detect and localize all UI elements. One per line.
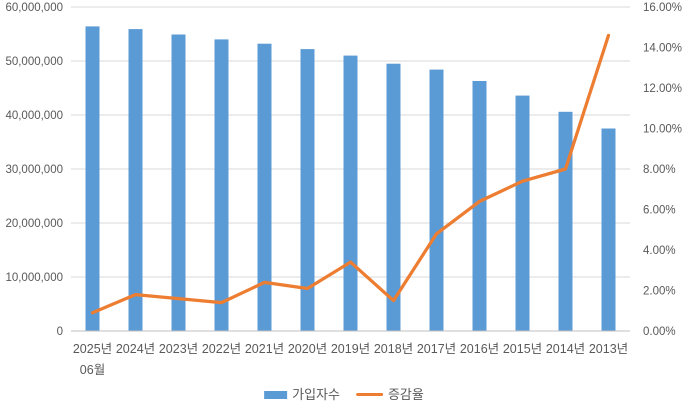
legend-bar-swatch	[264, 390, 288, 399]
x-axis-label: 2015년	[503, 342, 542, 356]
y-axis-left-label: 30,000,000	[5, 164, 63, 176]
legend-item-subscribers: 가입자수	[264, 388, 340, 401]
y-axis-left-label: 40,000,000	[5, 110, 63, 122]
y-axis-left-label: 50,000,000	[5, 56, 63, 68]
y-axis-right-label: 2.00%	[643, 286, 676, 298]
x-axis-label: 2013년	[589, 342, 628, 356]
rate-line	[90, 33, 611, 315]
x-axis-label: 2018년	[374, 342, 413, 356]
x-axis-label: 2023년	[159, 342, 198, 356]
x-axis-label: 2016년	[460, 342, 499, 356]
x-axis-label: 2025년	[73, 342, 112, 356]
chart-legend: 가입자수 증감율	[264, 388, 424, 401]
bar	[386, 63, 401, 331]
x-axis-label: 2020년	[288, 342, 327, 356]
bar	[300, 49, 315, 331]
legend-label-subscribers: 가입자수	[292, 387, 340, 402]
x-axis-label: 2014년	[546, 342, 585, 356]
y-axis-right-label: 0.00%	[643, 326, 676, 338]
bar	[601, 128, 616, 331]
bar	[128, 29, 143, 331]
bar	[558, 111, 573, 331]
y-axis-right-label: 14.00%	[643, 43, 682, 55]
x-axis-label: 2019년	[331, 342, 370, 356]
y-axis-right-label: 8.00%	[643, 164, 676, 176]
legend-label-rate: 증감율	[387, 387, 424, 402]
legend-item-rate: 증감율	[355, 387, 424, 402]
x-axis-label: 2024년	[116, 342, 155, 356]
y-axis-right-label: 12.00%	[643, 83, 682, 95]
bar	[472, 81, 487, 331]
legend-line-swatch	[355, 393, 383, 396]
y-axis-right-label: 6.00%	[643, 205, 676, 217]
bar	[257, 43, 272, 331]
bar	[515, 95, 530, 331]
x-axis-label: 2022년	[202, 342, 241, 356]
y-axis-left-label: 60,000,000	[5, 2, 63, 14]
x-axis-label: 2017년	[417, 342, 456, 356]
y-axis-left-label: 20,000,000	[5, 218, 63, 230]
bar	[214, 39, 229, 332]
y-axis-left-label: 0	[57, 326, 63, 338]
x-axis-label: 06월	[80, 363, 105, 377]
y-axis-right-label: 4.00%	[643, 245, 676, 257]
y-axis-right-label: 10.00%	[643, 124, 682, 136]
bar	[85, 26, 100, 332]
bar	[171, 34, 186, 331]
y-axis-right-label: 16.00%	[643, 2, 682, 14]
bar	[343, 55, 358, 331]
bar	[429, 69, 444, 331]
x-axis-label: 2021년	[245, 342, 284, 356]
y-axis-left-label: 10,000,000	[5, 272, 63, 284]
